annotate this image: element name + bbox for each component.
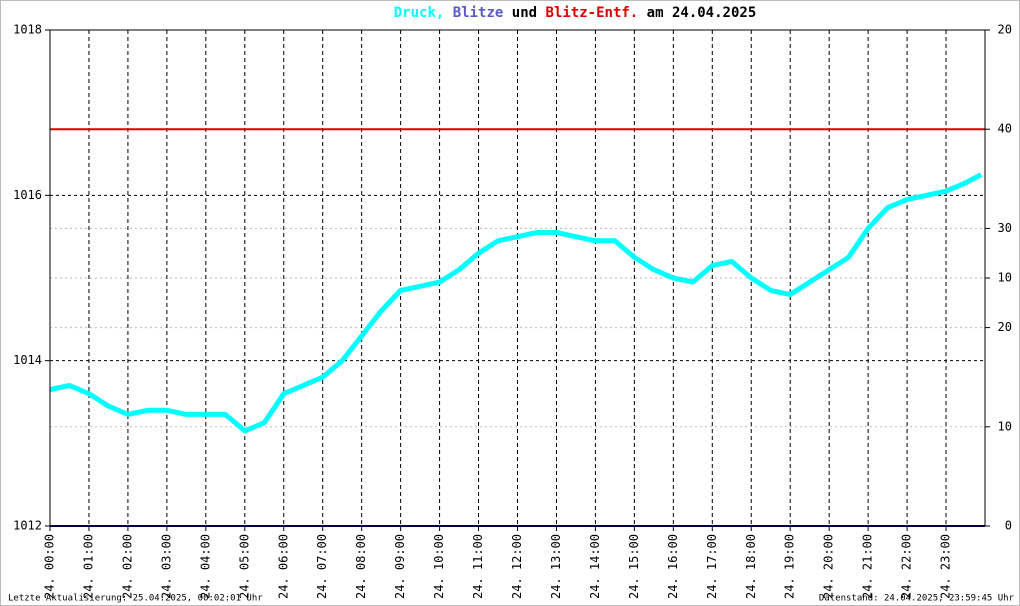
x-tick-label: 24. 18:00 [744,534,758,599]
title-part: am 24.04.2025 [647,5,757,21]
x-tick-label: 24. 08:00 [354,534,368,599]
x-tick-label: 24. 11:00 [471,534,485,599]
title-part: Blitz-Entf. [546,5,639,21]
x-tick-label: 24. 23:00 [939,534,953,599]
x-tick-label: 24. 19:00 [783,534,797,599]
chart-title: Druck, Blitze und Blitz-Entf. am 24.04.2… [394,5,757,21]
x-tick-label: 24. 10:00 [432,534,446,599]
title-part: und [512,5,537,21]
x-tick-label: 24. 17:00 [705,534,719,599]
x-tick-label: 24. 21:00 [861,534,875,599]
x-tick-label: 24. 02:00 [120,534,134,599]
y2-tick-label: 10 [998,419,1012,433]
plot-border [49,29,986,527]
y2-tick-label: 30 [998,221,1012,235]
x-tick-label: 24. 15:00 [627,534,641,599]
y2-tick-label: 0 [1005,519,1012,533]
x-tick-label: 24. 01:00 [81,534,95,599]
y-tick-label: 1012 [13,519,42,533]
y-tick-label: 1016 [13,188,42,202]
x-tick-label: 24. 04:00 [198,534,212,599]
x-tick-label: 24. 03:00 [159,534,173,599]
y2-tick-label: 10 [998,271,1012,285]
x-tick-label: 24. 16:00 [666,534,680,599]
y-tick-label: 1018 [13,23,42,37]
x-tick-label: 24. 20:00 [822,534,836,599]
y-tick-label: 1014 [13,353,42,367]
series-line [49,172,983,434]
y2-tick-label: 20 [998,23,1012,37]
footer-right: Datenstand: 24.04.2025, 23:59:45 Uhr [819,594,1015,604]
title-part: Blitze [453,5,504,21]
x-tick-label: 24. 00:00 [43,534,57,599]
y2-tick-label: 20 [998,320,1012,334]
title-part: Druck, [394,5,445,21]
x-tick-label: 24. 09:00 [393,534,407,599]
footer-left: Letzte Aktualisierung: 25.04.2025, 00:02… [8,594,263,604]
y2-tick-label: 40 [998,122,1012,136]
x-tick-label: 24. 12:00 [510,534,524,599]
x-tick-label: 24. 07:00 [315,534,329,599]
x-tick-label: 24. 22:00 [900,534,914,599]
x-tick-label: 24. 06:00 [276,534,290,599]
x-tick-label: 24. 14:00 [588,534,602,599]
x-tick-label: 24. 13:00 [549,534,563,599]
x-tick-label: 24. 05:00 [237,534,251,599]
